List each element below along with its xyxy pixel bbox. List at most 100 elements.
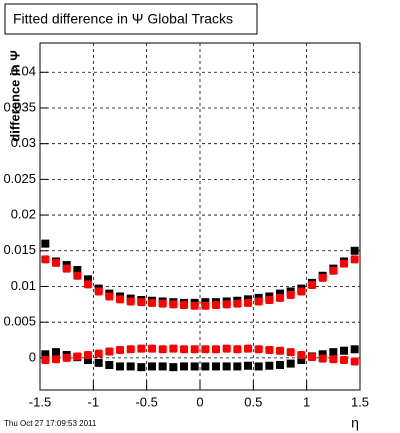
y-tick-label: 0.035 bbox=[3, 99, 36, 114]
marker bbox=[350, 246, 359, 255]
x-tick-label: -0.5 bbox=[135, 394, 157, 409]
marker bbox=[94, 358, 103, 367]
marker bbox=[169, 300, 178, 309]
marker bbox=[350, 357, 359, 366]
marker bbox=[158, 345, 167, 354]
marker bbox=[308, 281, 316, 290]
y-tick-label: 0.01 bbox=[11, 278, 36, 293]
marker bbox=[286, 348, 295, 357]
marker bbox=[94, 349, 103, 358]
marker bbox=[73, 271, 82, 280]
marker bbox=[201, 345, 210, 354]
marker bbox=[169, 344, 178, 353]
marker bbox=[137, 344, 146, 353]
marker bbox=[126, 345, 135, 354]
plot-frame bbox=[39, 42, 361, 391]
x-tick-label: 1 bbox=[303, 394, 310, 409]
marker bbox=[212, 362, 220, 371]
marker bbox=[222, 362, 231, 371]
marker bbox=[244, 344, 252, 353]
marker bbox=[329, 348, 338, 357]
marker bbox=[190, 362, 199, 371]
marker bbox=[329, 355, 338, 364]
marker bbox=[265, 346, 274, 355]
marker bbox=[84, 275, 92, 284]
y-tick-label: 0.015 bbox=[3, 242, 36, 257]
marker bbox=[350, 255, 359, 264]
marker bbox=[297, 351, 306, 360]
marker bbox=[84, 351, 92, 360]
marker bbox=[41, 356, 50, 365]
x-tick-label: 0.5 bbox=[244, 394, 262, 409]
marker bbox=[276, 346, 284, 355]
marker bbox=[318, 354, 327, 363]
marker bbox=[158, 362, 167, 371]
marker bbox=[276, 293, 284, 302]
y-tick-label: 0.025 bbox=[3, 171, 36, 186]
marker bbox=[254, 297, 263, 306]
marker bbox=[116, 295, 124, 304]
marker bbox=[340, 346, 348, 355]
marker bbox=[233, 299, 242, 308]
marker bbox=[62, 353, 71, 362]
marker bbox=[73, 266, 82, 275]
marker bbox=[84, 280, 92, 289]
footer: Thu Oct 27 17:09:53 2011 bbox=[4, 419, 97, 428]
marker bbox=[41, 350, 50, 359]
marker bbox=[222, 300, 231, 309]
marker bbox=[233, 345, 242, 354]
y-tick-label: 0.03 bbox=[11, 135, 36, 150]
marker bbox=[148, 362, 156, 371]
marker bbox=[190, 301, 199, 310]
marker bbox=[265, 361, 274, 370]
marker bbox=[286, 291, 295, 300]
marker bbox=[244, 361, 252, 370]
marker bbox=[340, 356, 348, 365]
marker bbox=[265, 296, 274, 305]
marker bbox=[137, 363, 146, 372]
chart-title: Fitted difference in Ψ Global Tracks bbox=[13, 11, 233, 27]
x-tick-label: 1.5 bbox=[351, 394, 369, 409]
x-tick-label: 0 bbox=[196, 394, 203, 409]
marker bbox=[318, 273, 327, 282]
y-tick-label: 0.04 bbox=[11, 64, 36, 79]
marker bbox=[105, 361, 114, 370]
marker bbox=[297, 356, 306, 365]
marker bbox=[137, 298, 146, 307]
marker bbox=[233, 362, 242, 371]
marker bbox=[297, 287, 306, 296]
marker bbox=[62, 264, 71, 273]
marker bbox=[94, 287, 103, 296]
marker bbox=[148, 344, 156, 353]
marker bbox=[340, 259, 348, 268]
y-tick-label: 0 bbox=[29, 349, 36, 364]
x-tick-label: -1 bbox=[88, 394, 100, 409]
marker bbox=[126, 297, 135, 306]
marker bbox=[148, 298, 156, 307]
marker bbox=[254, 345, 263, 354]
marker bbox=[180, 345, 188, 354]
marker bbox=[308, 353, 316, 362]
marker bbox=[105, 292, 114, 301]
marker bbox=[41, 255, 50, 264]
marker bbox=[276, 361, 284, 370]
marker bbox=[350, 345, 359, 354]
marker bbox=[286, 359, 295, 368]
marker bbox=[212, 345, 220, 354]
marker bbox=[201, 301, 210, 310]
marker bbox=[52, 355, 60, 364]
x-tick-label: -1.5 bbox=[29, 394, 51, 409]
marker bbox=[52, 348, 60, 357]
marker bbox=[190, 345, 199, 354]
marker bbox=[158, 299, 167, 308]
x-axis-label: η bbox=[351, 415, 359, 431]
marker bbox=[105, 347, 114, 356]
marker bbox=[329, 266, 338, 275]
marker bbox=[222, 344, 231, 353]
marker bbox=[41, 239, 50, 248]
y-tick-label: 0.005 bbox=[3, 314, 36, 329]
marker bbox=[180, 301, 188, 310]
marker bbox=[212, 301, 220, 310]
marker bbox=[254, 362, 263, 371]
